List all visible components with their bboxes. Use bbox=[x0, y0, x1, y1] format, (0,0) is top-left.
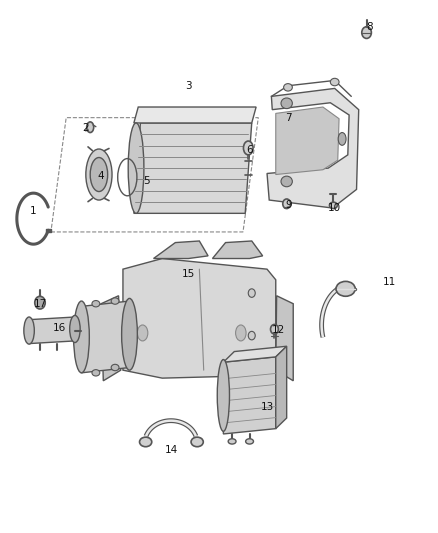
Ellipse shape bbox=[281, 176, 292, 187]
Text: 15: 15 bbox=[182, 270, 195, 279]
Ellipse shape bbox=[111, 298, 119, 304]
Ellipse shape bbox=[228, 439, 236, 444]
Text: 9: 9 bbox=[286, 200, 292, 211]
Text: 6: 6 bbox=[246, 144, 253, 155]
Ellipse shape bbox=[248, 332, 255, 340]
Ellipse shape bbox=[35, 296, 45, 309]
Text: 12: 12 bbox=[271, 325, 285, 335]
Polygon shape bbox=[81, 301, 130, 373]
Polygon shape bbox=[267, 88, 359, 208]
Text: 10: 10 bbox=[328, 203, 341, 213]
Ellipse shape bbox=[236, 325, 246, 341]
Text: 17: 17 bbox=[33, 298, 46, 309]
Ellipse shape bbox=[111, 365, 119, 370]
Polygon shape bbox=[153, 241, 208, 259]
Text: 13: 13 bbox=[261, 402, 274, 413]
Polygon shape bbox=[134, 107, 256, 123]
Polygon shape bbox=[276, 346, 287, 429]
Ellipse shape bbox=[284, 84, 292, 91]
Polygon shape bbox=[276, 107, 339, 174]
Ellipse shape bbox=[338, 133, 346, 146]
Ellipse shape bbox=[246, 439, 254, 444]
Ellipse shape bbox=[90, 158, 108, 191]
Ellipse shape bbox=[138, 325, 148, 341]
Ellipse shape bbox=[128, 123, 144, 213]
Ellipse shape bbox=[122, 298, 138, 370]
Ellipse shape bbox=[330, 78, 339, 86]
Ellipse shape bbox=[86, 149, 112, 200]
Text: 16: 16 bbox=[53, 322, 66, 333]
Text: 11: 11 bbox=[383, 278, 396, 287]
Text: 8: 8 bbox=[366, 22, 373, 33]
Polygon shape bbox=[123, 259, 276, 378]
Ellipse shape bbox=[283, 199, 290, 208]
Polygon shape bbox=[223, 357, 276, 434]
Ellipse shape bbox=[92, 369, 100, 376]
Ellipse shape bbox=[191, 437, 203, 447]
Text: 5: 5 bbox=[144, 176, 150, 187]
Text: 1: 1 bbox=[30, 206, 37, 216]
Ellipse shape bbox=[244, 141, 253, 155]
Ellipse shape bbox=[362, 27, 371, 38]
Text: 2: 2 bbox=[82, 123, 89, 133]
Polygon shape bbox=[101, 296, 121, 381]
Ellipse shape bbox=[248, 289, 255, 297]
Ellipse shape bbox=[281, 98, 292, 109]
Polygon shape bbox=[276, 296, 293, 381]
Ellipse shape bbox=[329, 202, 337, 208]
Polygon shape bbox=[212, 241, 263, 259]
Text: 7: 7 bbox=[286, 112, 292, 123]
Ellipse shape bbox=[70, 316, 80, 343]
Ellipse shape bbox=[87, 122, 94, 133]
Ellipse shape bbox=[336, 281, 355, 296]
Polygon shape bbox=[29, 317, 75, 344]
Text: 4: 4 bbox=[98, 171, 104, 181]
Text: 3: 3 bbox=[185, 81, 192, 91]
Ellipse shape bbox=[92, 301, 100, 307]
Ellipse shape bbox=[140, 437, 152, 447]
Ellipse shape bbox=[74, 301, 89, 373]
Ellipse shape bbox=[24, 317, 34, 344]
Ellipse shape bbox=[217, 360, 230, 431]
Polygon shape bbox=[223, 346, 287, 362]
Ellipse shape bbox=[271, 325, 279, 334]
Text: 14: 14 bbox=[164, 445, 177, 455]
Polygon shape bbox=[134, 123, 252, 213]
